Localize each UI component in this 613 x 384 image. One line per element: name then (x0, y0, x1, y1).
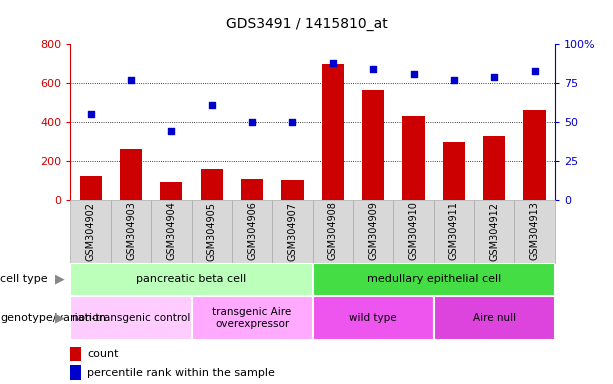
Point (207, 102, 216, 108)
Bar (483, 136, 505, 200)
Point (287, 119, 297, 125)
Bar (362, 90, 384, 200)
Text: percentile rank within the sample: percentile rank within the sample (88, 367, 275, 377)
Text: ▶: ▶ (55, 273, 64, 286)
Point (86, 111, 96, 117)
Point (247, 119, 257, 125)
Point (368, 66, 378, 72)
Text: GSM304905: GSM304905 (207, 202, 217, 261)
Text: GSM304912: GSM304912 (489, 202, 499, 261)
Text: GSM304913: GSM304913 (530, 202, 539, 260)
Point (167, 128, 177, 134)
Text: GSM304903: GSM304903 (126, 202, 136, 260)
Bar (160, 182, 183, 200)
Bar (200, 169, 223, 200)
Text: medullary epithelial cell: medullary epithelial cell (367, 274, 501, 285)
Point (489, 74, 499, 80)
Text: count: count (88, 349, 119, 359)
Bar (443, 142, 465, 200)
Bar (514, 200, 555, 263)
Point (530, 68, 539, 74)
Bar (111, 200, 151, 263)
Text: Aire null: Aire null (473, 313, 516, 323)
Bar (70, 263, 313, 296)
Bar (80, 176, 102, 200)
Bar (524, 110, 546, 200)
Bar (474, 200, 514, 263)
Text: GSM304907: GSM304907 (287, 202, 297, 261)
Bar (191, 200, 232, 263)
Bar (151, 200, 191, 263)
Text: GSM304902: GSM304902 (86, 202, 96, 261)
Point (126, 77, 136, 83)
Bar (70, 296, 191, 340)
Point (409, 71, 419, 77)
Bar (70, 200, 111, 263)
Bar (232, 200, 272, 263)
Text: GSM304909: GSM304909 (368, 202, 378, 260)
Point (328, 60, 338, 66)
Text: ▶: ▶ (55, 311, 64, 324)
Text: GSM304906: GSM304906 (247, 202, 257, 260)
Bar (434, 296, 555, 340)
Bar (402, 116, 425, 200)
Text: GSM304910: GSM304910 (408, 202, 419, 260)
Text: wild type: wild type (349, 313, 397, 323)
Text: genotype/variation: genotype/variation (0, 313, 106, 323)
Bar (70, 347, 81, 361)
Bar (241, 179, 263, 200)
Bar (313, 296, 434, 340)
Bar (322, 64, 344, 200)
Text: transgenic Aire
overexpressor: transgenic Aire overexpressor (213, 307, 292, 329)
Bar (313, 200, 353, 263)
Text: cell type: cell type (0, 274, 48, 285)
Text: GDS3491 / 1415810_at: GDS3491 / 1415810_at (226, 17, 387, 31)
Point (449, 77, 459, 83)
Bar (191, 296, 313, 340)
Bar (313, 263, 555, 296)
Bar (434, 200, 474, 263)
Text: GSM304904: GSM304904 (166, 202, 177, 260)
Text: pancreatic beta cell: pancreatic beta cell (137, 274, 246, 285)
Bar (70, 366, 81, 379)
Text: non-transgenic control: non-transgenic control (72, 313, 190, 323)
Bar (281, 180, 303, 200)
Bar (120, 149, 142, 200)
Text: GSM304911: GSM304911 (449, 202, 459, 260)
Bar (394, 200, 434, 263)
Bar (353, 200, 394, 263)
Text: GSM304908: GSM304908 (328, 202, 338, 260)
Bar (272, 200, 313, 263)
